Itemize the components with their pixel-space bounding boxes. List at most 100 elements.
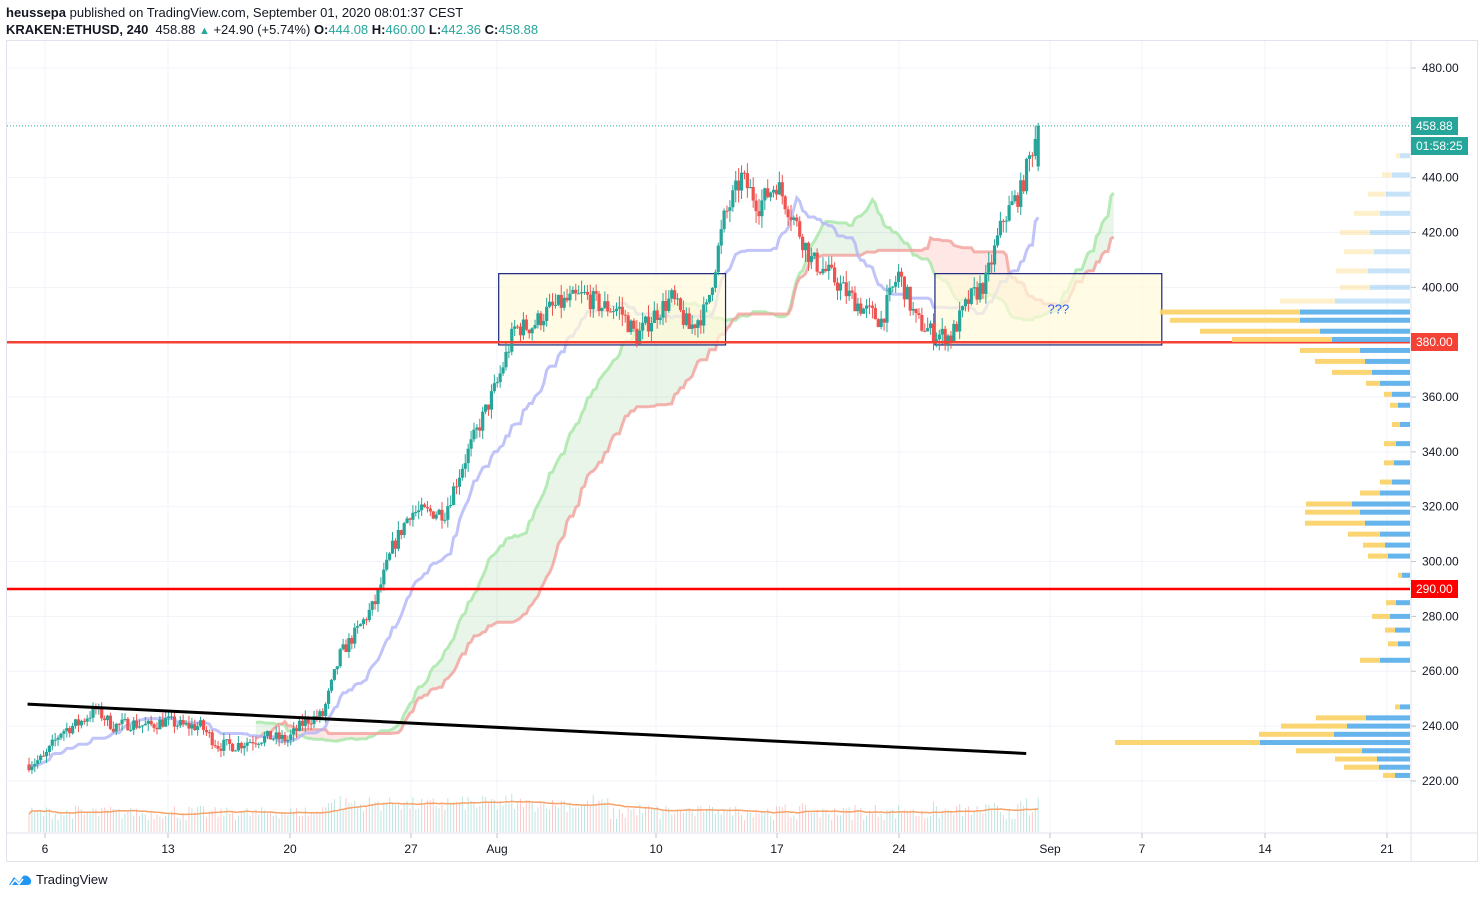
candle-body	[382, 569, 386, 585]
candle-body	[449, 504, 453, 507]
vp-up-bar	[1374, 249, 1410, 255]
cloud-segment	[444, 647, 448, 681]
candle-body	[643, 316, 648, 323]
vp-up-bar	[1360, 347, 1410, 353]
cloud-segment	[456, 621, 460, 667]
vp-down-bar	[1360, 657, 1380, 663]
candle-body	[655, 310, 659, 320]
vp-up-bar	[1352, 501, 1410, 507]
vp-up-bar	[1392, 479, 1410, 485]
candle-body	[79, 720, 83, 726]
candle-body	[408, 518, 412, 520]
candle-body	[1022, 180, 1026, 192]
time-axis-label: 6	[42, 842, 49, 856]
candle-body	[463, 463, 467, 469]
candle-body	[370, 601, 374, 610]
candle-body	[827, 264, 831, 272]
time-axis-label: 20	[283, 842, 297, 856]
cloud-segment	[924, 248, 928, 260]
candle-body	[332, 669, 336, 680]
cloud-segment	[468, 600, 472, 644]
candle-body	[611, 311, 616, 313]
candle-body	[440, 509, 444, 521]
candle-body	[588, 294, 592, 310]
cloud-segment	[546, 473, 550, 577]
candle-body	[422, 504, 427, 508]
candle-body	[958, 310, 962, 332]
cloud-segment	[476, 582, 480, 636]
candle-body	[347, 638, 351, 652]
candle-body	[297, 720, 302, 732]
candle-body	[928, 323, 933, 329]
candle-body	[780, 182, 784, 197]
candle-body	[169, 716, 174, 718]
candle-body	[1013, 195, 1017, 202]
candle-body	[73, 719, 78, 726]
price-axis-label: 360.00	[1422, 390, 1459, 404]
candle-body	[917, 313, 921, 315]
vp-down-bar	[1340, 230, 1370, 236]
candle-body	[990, 262, 994, 265]
candle-body	[879, 318, 883, 327]
candle-body	[161, 719, 165, 727]
candle-body	[286, 739, 290, 742]
candle-body	[760, 200, 764, 217]
candle-body	[635, 328, 639, 344]
candle-body	[865, 305, 869, 309]
vp-up-bar	[1390, 613, 1410, 619]
cloud-segment	[878, 212, 882, 251]
cloud-segment	[523, 532, 527, 615]
candle-body	[806, 242, 811, 263]
candle-body	[728, 207, 732, 211]
tradingview-logo[interactable]: TradingView	[8, 872, 108, 887]
cloud-segment	[875, 203, 879, 253]
candle-body	[135, 720, 139, 728]
candle-body	[350, 638, 354, 644]
candle-body	[213, 745, 217, 747]
candle-body	[873, 307, 877, 320]
candle-body	[454, 486, 459, 488]
up-arrow-icon: ▲	[198, 25, 210, 37]
publisher-name[interactable]: heussepa	[6, 5, 66, 20]
cloud-segment	[590, 390, 594, 473]
vp-down-bar	[1344, 764, 1379, 770]
candle-body	[862, 308, 866, 314]
candle-body	[149, 720, 153, 725]
vp-up-bar	[1368, 268, 1410, 274]
candle-body	[702, 304, 706, 326]
cloud-segment	[331, 733, 335, 742]
candle-body	[414, 512, 418, 514]
vp-down-bar	[1296, 748, 1362, 754]
vp-up-bar	[1395, 627, 1410, 633]
vp-up-bar	[1360, 509, 1410, 515]
candle-body	[420, 504, 424, 511]
time-axis-label: Sep	[1039, 842, 1061, 856]
volume-ma-line	[28, 800, 1039, 816]
candle-body	[361, 619, 366, 625]
candle-body	[577, 293, 581, 295]
vp-up-bar	[1398, 402, 1410, 408]
candle-body	[59, 733, 63, 738]
candle-body	[600, 307, 604, 311]
candle-body	[920, 314, 924, 331]
candle-body	[801, 236, 805, 251]
vp-down-bar	[1300, 347, 1360, 353]
vp-up-bar	[1377, 756, 1410, 762]
cloud-segment	[945, 240, 949, 284]
candle-body	[984, 272, 988, 294]
vp-up-bar	[1372, 369, 1410, 375]
candle-body	[452, 486, 456, 505]
vp-up-bar	[1380, 531, 1410, 537]
candle-body	[251, 742, 255, 744]
cloud-segment	[433, 665, 437, 689]
cloud-segment	[628, 341, 632, 416]
candle-body	[809, 255, 813, 263]
time-axis-label: 7	[1139, 842, 1146, 856]
vp-up-bar	[1332, 336, 1410, 342]
cloud-segment	[255, 722, 259, 739]
cloud-segment	[488, 556, 492, 626]
price-axis-label: 340.00	[1422, 445, 1459, 459]
candle-body	[268, 731, 272, 740]
candle-body	[763, 188, 767, 201]
